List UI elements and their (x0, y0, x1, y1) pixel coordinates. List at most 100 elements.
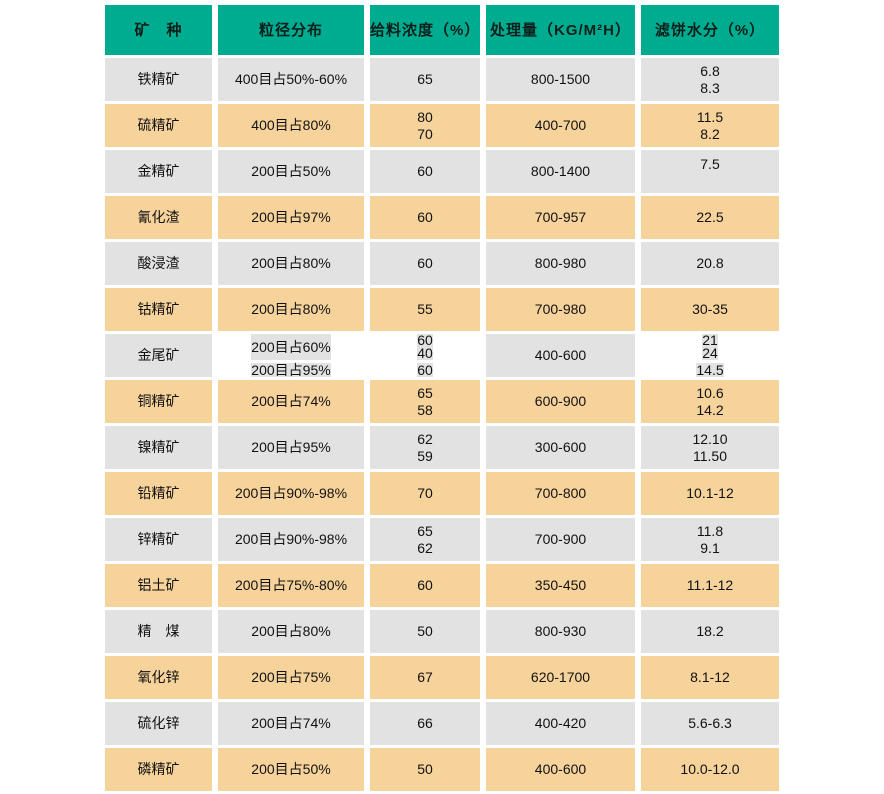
cell-cake-moisture: 20.8 (641, 242, 779, 285)
cell-mineral: 金尾矿 (105, 334, 212, 377)
cell-capacity: 400-700 (486, 104, 635, 147)
table-row: 镍精矿 200目占95% 62 59 300-600 12.10 11.50 (105, 426, 779, 469)
table-header-row: 矿 种 粒径分布 给料浓度（%） 处理量（KG/M²H） 滤饼水分（%） (105, 5, 779, 55)
table-row: 精 煤 200目占80% 50 800-930 18.2 (105, 610, 779, 653)
table-row: 酸浸渣 200目占80% 60 800-980 20.8 (105, 242, 779, 285)
cell-feed-concentration: 60 (370, 150, 480, 193)
cell-capacity: 400-600 (486, 334, 635, 377)
cell-capacity: 800-1400 (486, 150, 635, 193)
cell-feed-concentration: 60 (370, 196, 480, 239)
cell-cake-moisture: 22.5 (641, 196, 779, 239)
cell-cake-moisture: 12.10 11.50 (641, 426, 779, 469)
cell-feed-concentration: 70 (370, 472, 480, 515)
header-feed-concentration: 给料浓度（%） (370, 5, 480, 55)
cell-cake-moisture: 30-35 (641, 288, 779, 331)
cell-particle-size: 200目占97% (218, 196, 364, 239)
cell-capacity: 620-1700 (486, 656, 635, 699)
cell-feed-concentration: 50 (370, 610, 480, 653)
cell-feed-concentration: 60 (370, 242, 480, 285)
header-particle-size: 粒径分布 (218, 5, 364, 55)
cell-cake-moisture: 11.1-12 (641, 564, 779, 607)
cell-capacity: 800-980 (486, 242, 635, 285)
cell-cake-moisture: 18.2 (641, 610, 779, 653)
cell-cake-moisture: 11.5 8.2 (641, 104, 779, 147)
table-row: 铁精矿 400目占50%-60% 65 800-1500 6.8 8.3 (105, 58, 779, 101)
cell-particle-size: 200目占60% 200目占95% (218, 334, 364, 377)
cell-mineral: 氰化渣 (105, 196, 212, 239)
cell-particle-size: 200目占50% (218, 150, 364, 193)
cell-mineral: 金精矿 (105, 150, 212, 193)
cell-particle-size: 200目占90%-98% (218, 472, 364, 515)
cell-capacity: 350-450 (486, 564, 635, 607)
cell-feed-concentration: 80 70 (370, 104, 480, 147)
cell-mineral: 氧化锌 (105, 656, 212, 699)
cell-particle-size: 200目占95% (218, 426, 364, 469)
cell-particle-size: 400目占80% (218, 104, 364, 147)
cell-mineral: 精 煤 (105, 610, 212, 653)
cell-mineral: 铅精矿 (105, 472, 212, 515)
cell-capacity: 700-980 (486, 288, 635, 331)
table-row: 硫化锌 200目占74% 66 400-420 5.6-6.3 (105, 702, 779, 745)
cell-mineral: 硫精矿 (105, 104, 212, 147)
table-row: 硫精矿 400目占80% 80 70 400-700 11.5 8.2 (105, 104, 779, 147)
cell-cake-moisture: 10.6 14.2 (641, 380, 779, 423)
cell-cake-moisture: 7.5 (641, 150, 779, 193)
cell-cake-moisture: 10.1-12 (641, 472, 779, 515)
cell-cake-moisture: 5.6-6.3 (641, 702, 779, 745)
cell-mineral: 硫化锌 (105, 702, 212, 745)
cell-feed-concentration: 67 (370, 656, 480, 699)
table-row: 铝土矿 200目占75%-80% 60 350-450 11.1-12 (105, 564, 779, 607)
table-row: 氰化渣 200目占97% 60 700-957 22.5 (105, 196, 779, 239)
cell-cake-moisture-top: 21 24 (702, 332, 718, 361)
cell-cake-moisture: 6.8 8.3 (641, 58, 779, 101)
cell-feed-concentration: 60 (370, 564, 480, 607)
cell-particle-size-bottom: 200目占95% (251, 361, 331, 378)
cell-particle-size: 200目占75%-80% (218, 564, 364, 607)
cell-feed-concentration: 66 (370, 702, 480, 745)
table-row: 金精矿 200目占50% 60 800-1400 7.5 (105, 150, 779, 193)
cell-feed-concentration: 65 62 (370, 518, 480, 561)
cell-mineral: 磷精矿 (105, 748, 212, 791)
cell-capacity: 700-900 (486, 518, 635, 561)
header-capacity: 处理量（KG/M²H） (486, 5, 635, 55)
cell-feed-concentration-top: 60 40 (417, 332, 433, 361)
cell-particle-size: 200目占80% (218, 242, 364, 285)
cell-capacity: 800-1500 (486, 58, 635, 101)
cell-mineral: 锌精矿 (105, 518, 212, 561)
cell-cake-moisture: 11.8 9.1 (641, 518, 779, 561)
cell-mineral: 铜精矿 (105, 380, 212, 423)
cell-feed-concentration: 60 40 60 (370, 332, 480, 378)
cell-mineral: 铁精矿 (105, 58, 212, 101)
table-row: 磷精矿 200目占50% 50 400-600 10.0-12.0 (105, 748, 779, 791)
cell-feed-concentration-bottom: 60 (417, 361, 433, 378)
cell-feed-concentration: 50 (370, 748, 480, 791)
table-row: 氧化锌 200目占75% 67 620-1700 8.1-12 (105, 656, 779, 699)
table-row: 钴精矿 200目占80% 55 700-980 30-35 (105, 288, 779, 331)
cell-cake-moisture: 21 24 14.5 (641, 332, 779, 378)
cell-cake-moisture-bottom: 14.5 (696, 361, 724, 378)
cell-capacity: 700-957 (486, 196, 635, 239)
cell-mineral: 钴精矿 (105, 288, 212, 331)
table-row: 锌精矿 200目占90%-98% 65 62 700-900 11.8 9.1 (105, 518, 779, 561)
cell-capacity: 300-600 (486, 426, 635, 469)
cell-capacity: 700-800 (486, 472, 635, 515)
cell-particle-size: 200目占80% (218, 288, 364, 331)
cell-feed-concentration: 65 (370, 58, 480, 101)
cell-particle-size: 200目占74% (218, 702, 364, 745)
cell-mineral: 镍精矿 (105, 426, 212, 469)
table-row: 铜精矿 200目占74% 65 58 600-900 10.6 14.2 (105, 380, 779, 423)
cell-cake-moisture: 10.0-12.0 (641, 748, 779, 791)
cell-mineral: 酸浸渣 (105, 242, 212, 285)
cell-particle-size: 200目占74% (218, 380, 364, 423)
cell-capacity: 600-900 (486, 380, 635, 423)
cell-particle-size: 200目占90%-98% (218, 518, 364, 561)
cell-feed-concentration: 62 59 (370, 426, 480, 469)
cell-capacity: 400-600 (486, 748, 635, 791)
header-cake-moisture: 滤饼水分（%） (641, 5, 779, 55)
cell-particle-size: 200目占50% (218, 748, 364, 791)
cell-capacity: 800-930 (486, 610, 635, 653)
table-row: 铅精矿 200目占90%-98% 70 700-800 10.1-12 (105, 472, 779, 515)
cell-particle-size: 400目占50%-60% (218, 58, 364, 101)
cell-feed-concentration: 65 58 (370, 380, 480, 423)
cell-particle-size-top: 200目占60% (251, 334, 331, 360)
